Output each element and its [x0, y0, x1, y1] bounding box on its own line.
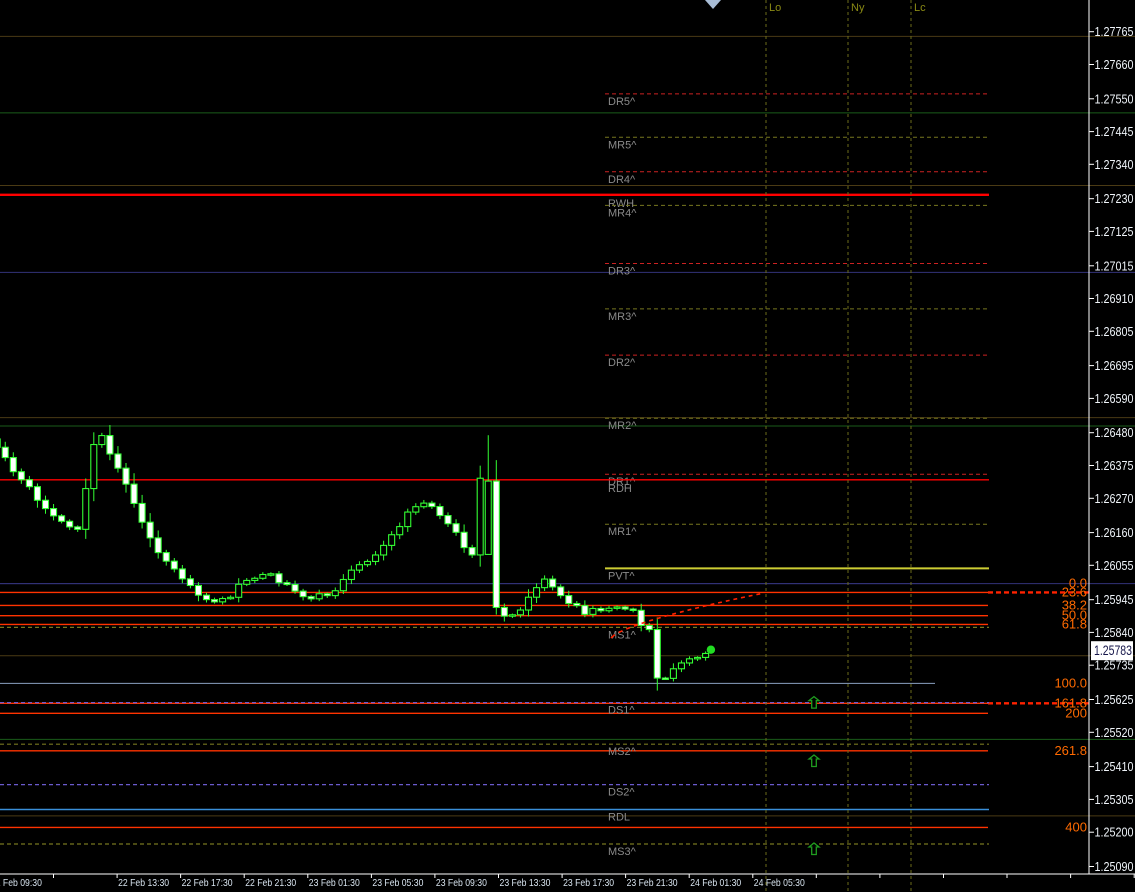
svg-text:RDH: RDH — [608, 483, 632, 495]
svg-text:23 Feb 17:30: 23 Feb 17:30 — [563, 878, 614, 889]
svg-text:24 Feb 05:30: 24 Feb 05:30 — [754, 878, 805, 889]
svg-text:1.26160: 1.26160 — [1095, 525, 1134, 540]
svg-text:1.25200: 1.25200 — [1095, 825, 1134, 840]
svg-text:23 Feb 13:30: 23 Feb 13:30 — [500, 878, 551, 889]
svg-text:1.26270: 1.26270 — [1095, 491, 1134, 506]
svg-text:1.25410: 1.25410 — [1095, 759, 1134, 774]
svg-text:DR2^: DR2^ — [608, 357, 636, 369]
svg-text:DR3^: DR3^ — [608, 266, 636, 278]
svg-text:1.27230: 1.27230 — [1095, 191, 1134, 206]
svg-text:1.25090: 1.25090 — [1095, 859, 1134, 874]
svg-text:1.26695: 1.26695 — [1095, 358, 1134, 373]
svg-text:1.27550: 1.27550 — [1095, 91, 1134, 106]
svg-text:MR4^: MR4^ — [608, 207, 637, 219]
svg-text:100.0: 100.0 — [1054, 675, 1087, 690]
svg-text:DS1^: DS1^ — [608, 705, 635, 717]
svg-text:MR5^: MR5^ — [608, 139, 637, 151]
svg-text:1.26590: 1.26590 — [1095, 391, 1134, 406]
svg-text:1.27125: 1.27125 — [1095, 224, 1134, 239]
svg-text:MR1^: MR1^ — [608, 526, 637, 538]
svg-text:23 Feb 21:30: 23 Feb 21:30 — [627, 878, 678, 889]
svg-text:DS2^: DS2^ — [608, 787, 635, 799]
svg-text:1.25305: 1.25305 — [1095, 792, 1134, 807]
svg-text:1.27445: 1.27445 — [1095, 124, 1134, 139]
svg-text:1.27660: 1.27660 — [1095, 57, 1134, 72]
svg-text:23 Feb 01:30: 23 Feb 01:30 — [309, 878, 360, 889]
svg-text:1.25520: 1.25520 — [1095, 725, 1134, 740]
svg-text:22 Feb 09:30: 22 Feb 09:30 — [0, 878, 42, 889]
svg-text:RDL: RDL — [608, 812, 630, 824]
svg-text:24 Feb 01:30: 24 Feb 01:30 — [690, 878, 741, 889]
svg-text:161.8: 161.8 — [1054, 695, 1087, 710]
svg-text:MR2^: MR2^ — [608, 420, 637, 432]
svg-text:DR5^: DR5^ — [608, 96, 636, 108]
svg-text:1.26805: 1.26805 — [1095, 324, 1134, 339]
svg-text:261.8: 261.8 — [1054, 743, 1087, 758]
svg-text:Lc: Lc — [914, 2, 926, 14]
svg-text:1.27765: 1.27765 — [1095, 24, 1134, 39]
svg-text:1.27015: 1.27015 — [1095, 258, 1134, 273]
svg-text:Ny: Ny — [851, 2, 865, 14]
svg-text:MR3^: MR3^ — [608, 311, 637, 323]
svg-text:MS2^: MS2^ — [608, 746, 637, 758]
svg-text:MS3^: MS3^ — [608, 846, 637, 858]
svg-text:400: 400 — [1065, 819, 1087, 834]
svg-text:0.0: 0.0 — [1069, 576, 1087, 591]
svg-text:1.25945: 1.25945 — [1095, 592, 1134, 607]
svg-text:1.25840: 1.25840 — [1095, 625, 1134, 640]
svg-text:22 Feb 21:30: 22 Feb 21:30 — [245, 878, 296, 889]
svg-text:23 Feb 09:30: 23 Feb 09:30 — [436, 878, 487, 889]
svg-text:1.26910: 1.26910 — [1095, 291, 1134, 306]
svg-text:1.27340: 1.27340 — [1095, 157, 1134, 172]
svg-text:DR4^: DR4^ — [608, 174, 636, 186]
svg-text:22 Feb 13:30: 22 Feb 13:30 — [118, 878, 169, 889]
svg-text:1.25625: 1.25625 — [1095, 692, 1134, 707]
svg-text:22 Feb 17:30: 22 Feb 17:30 — [182, 878, 233, 889]
svg-text:Lo: Lo — [769, 2, 781, 14]
svg-text:61.8: 61.8 — [1062, 616, 1087, 631]
svg-text:1.26055: 1.26055 — [1095, 558, 1134, 573]
svg-text:1.25783: 1.25783 — [1094, 643, 1132, 658]
svg-text:1.26375: 1.26375 — [1095, 458, 1134, 473]
svg-text:PVT^: PVT^ — [608, 570, 635, 582]
svg-text:23 Feb 05:30: 23 Feb 05:30 — [372, 878, 423, 889]
svg-text:1.26480: 1.26480 — [1095, 425, 1134, 440]
